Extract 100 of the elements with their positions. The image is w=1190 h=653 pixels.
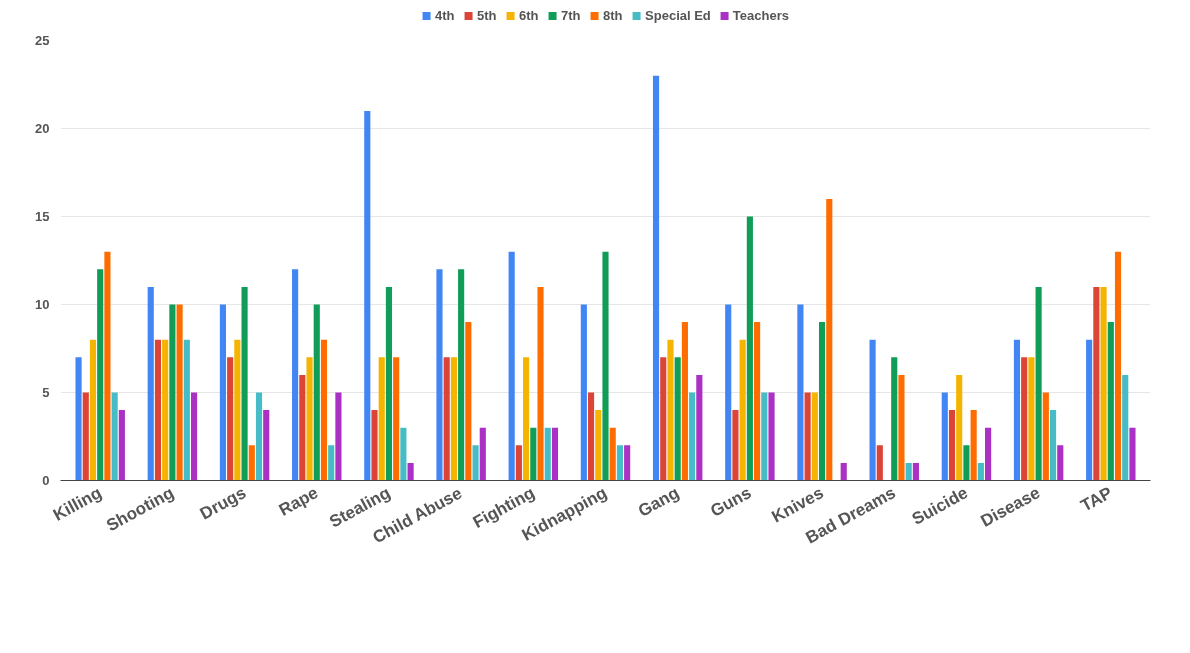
- bar: [696, 374, 703, 481]
- bar: [1129, 427, 1136, 481]
- bar: [169, 304, 176, 481]
- bar: [227, 357, 234, 481]
- bar: [725, 304, 732, 481]
- bar: [292, 269, 299, 481]
- bar: [537, 286, 544, 481]
- bar: [97, 269, 104, 481]
- bar: [602, 251, 609, 481]
- bar: [335, 392, 342, 481]
- bar: [407, 462, 414, 481]
- bar: [1028, 357, 1035, 481]
- bar: [963, 445, 970, 481]
- bar: [154, 339, 162, 481]
- x-tick-label: Rape: [275, 483, 322, 520]
- bar: [458, 269, 465, 481]
- bar: [371, 410, 378, 481]
- bar: [306, 357, 313, 481]
- bar: [472, 445, 479, 481]
- bar: [869, 339, 876, 481]
- bar: [977, 462, 984, 481]
- bar: [826, 198, 833, 481]
- legend-label: 4th: [435, 7, 456, 23]
- bar: [248, 445, 255, 481]
- bar: [1042, 392, 1049, 481]
- bar: [219, 304, 226, 481]
- y-tick-label: 15: [35, 209, 50, 224]
- bar: [1100, 286, 1107, 481]
- bar: [104, 251, 111, 481]
- bar: [985, 427, 992, 481]
- bar: [797, 304, 804, 481]
- bar: [667, 339, 674, 481]
- bar: [1021, 357, 1028, 481]
- bar: [385, 286, 393, 481]
- legend-label: Special Ed: [645, 7, 711, 23]
- legend-label: 6th: [519, 7, 540, 23]
- bar: [436, 269, 443, 481]
- bar: [580, 304, 587, 481]
- bar: [1107, 322, 1114, 481]
- bar: [299, 374, 306, 481]
- bar: [876, 445, 883, 481]
- bar: [89, 339, 97, 481]
- y-tick-label: 0: [42, 473, 50, 488]
- bar: [364, 110, 371, 481]
- bar: [508, 251, 515, 481]
- bar: [1093, 286, 1100, 481]
- bar: [948, 410, 956, 481]
- bar: [1057, 445, 1064, 481]
- bar: [443, 357, 450, 481]
- bar: [1049, 410, 1057, 481]
- bar: [551, 427, 559, 481]
- bar: [898, 374, 905, 481]
- bar: [624, 445, 631, 481]
- bar: [530, 427, 537, 481]
- bar: [674, 357, 681, 481]
- bar: [1013, 339, 1021, 481]
- bar: [393, 357, 400, 481]
- bar: [313, 304, 320, 481]
- bar: [739, 339, 746, 481]
- bar: [378, 357, 385, 481]
- bar: [732, 410, 739, 481]
- bar: [190, 392, 198, 481]
- bar: [970, 410, 977, 481]
- bar: [1086, 339, 1093, 481]
- bar: [1035, 286, 1042, 481]
- bar: [746, 216, 753, 481]
- bar: [515, 445, 522, 481]
- bar: [241, 286, 248, 481]
- y-tick-label: 25: [35, 33, 50, 48]
- bar: [176, 304, 183, 481]
- bar: [255, 392, 263, 481]
- bar: [544, 427, 551, 481]
- bar: [652, 75, 660, 481]
- bar: [761, 392, 768, 481]
- bar: [147, 286, 154, 481]
- bar: [912, 462, 919, 481]
- legend-label: 8th: [603, 7, 624, 23]
- bar: [754, 322, 761, 481]
- bar: [320, 339, 328, 481]
- bar: [840, 462, 847, 481]
- bar: [689, 392, 696, 481]
- bar: [75, 357, 82, 481]
- bar: [479, 427, 486, 481]
- bar: [956, 374, 963, 481]
- bar: [609, 427, 616, 481]
- bar: [82, 392, 89, 481]
- bar: [118, 410, 125, 481]
- bar: [616, 445, 623, 481]
- bar: [523, 357, 530, 481]
- legend-label: Teachers: [732, 7, 789, 23]
- bar: [1114, 251, 1122, 481]
- bar: [400, 427, 407, 481]
- bar: [941, 392, 948, 481]
- bar: [905, 462, 912, 481]
- y-tick-label: 5: [42, 385, 50, 400]
- bar: [681, 322, 688, 481]
- bar: [328, 445, 335, 481]
- bar: [111, 392, 118, 481]
- bar: [1122, 374, 1129, 481]
- bar: [162, 339, 169, 481]
